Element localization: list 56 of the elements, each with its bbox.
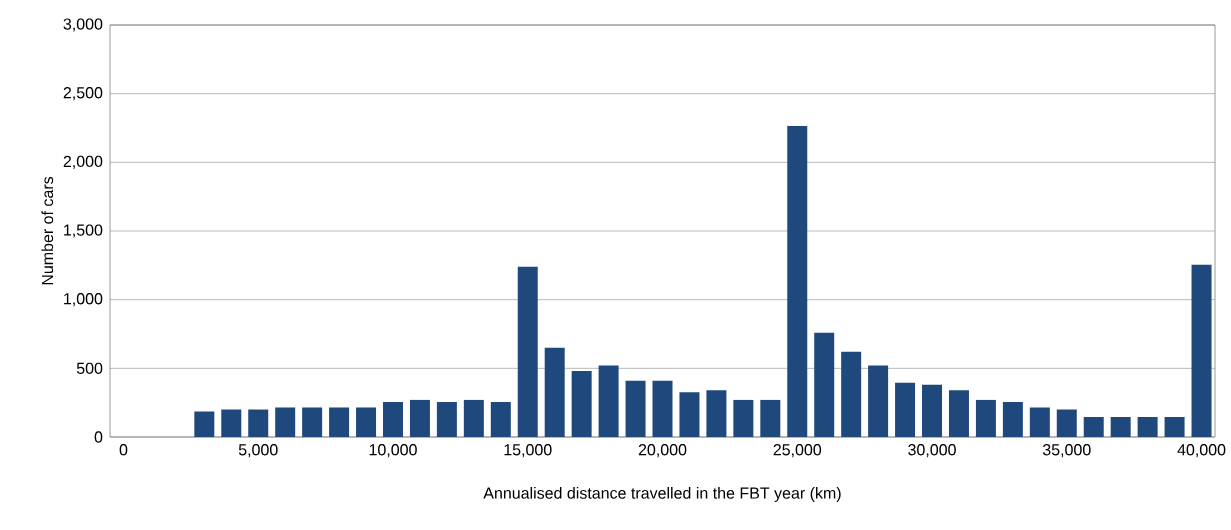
- bar: [787, 125, 808, 437]
- y-tick-label: 3,000: [63, 18, 103, 32]
- bar: [1083, 417, 1104, 437]
- y-tick-label: 2,000: [63, 155, 103, 169]
- x-tick-label: 35,000: [1042, 444, 1091, 458]
- y-axis-title: Number of cars: [41, 176, 54, 285]
- bar: [841, 351, 862, 437]
- x-tick-label: 15,000: [504, 444, 552, 458]
- bar: [248, 409, 269, 437]
- bar: [1110, 417, 1131, 437]
- bar: [652, 380, 673, 437]
- bar: [517, 266, 538, 437]
- x-axis-title: Annualised distance travelled in the FBT year (km): [483, 487, 841, 502]
- bar: [382, 401, 403, 437]
- bar: [302, 407, 323, 437]
- bar: [625, 380, 646, 437]
- bar: [733, 399, 754, 437]
- bar: [1164, 417, 1185, 437]
- y-tick-label: 0: [94, 431, 103, 443]
- bar: [571, 371, 592, 437]
- bar: [1191, 264, 1212, 437]
- bar: [975, 399, 996, 437]
- y-tick-label: 500: [76, 362, 103, 374]
- y-tick-label: 1,000: [64, 293, 103, 307]
- bar: [1029, 407, 1050, 437]
- y-tick-label: 2,500: [63, 87, 103, 101]
- bar: [329, 407, 350, 437]
- bar: [868, 365, 889, 437]
- bar: [922, 384, 943, 437]
- bar: [706, 390, 727, 437]
- x-tick-label: 40,000: [1177, 444, 1226, 458]
- bar: [948, 390, 969, 437]
- x-tick-label: 20,000: [638, 444, 687, 458]
- x-tick-label: 5,000: [238, 444, 278, 458]
- bar: [760, 399, 781, 437]
- x-tick-label: 30,000: [908, 444, 956, 458]
- bar: [598, 365, 619, 437]
- bar: [1002, 401, 1023, 437]
- bar: [895, 382, 916, 437]
- bar: [1056, 409, 1077, 437]
- bar: [409, 399, 430, 437]
- bar: [221, 409, 242, 437]
- bar: [814, 332, 835, 437]
- x-tick-label: 0: [119, 444, 128, 456]
- x-tick-label: 25,000: [773, 444, 822, 458]
- x-tick-label: 10,000: [369, 444, 417, 458]
- bar: [544, 347, 565, 437]
- bar: [275, 407, 296, 437]
- bar: [436, 401, 457, 437]
- bar: [463, 399, 484, 437]
- bar: [679, 392, 700, 437]
- bar: [1137, 417, 1158, 437]
- bar: [356, 407, 377, 437]
- y-tick-label: 1,500: [64, 224, 103, 238]
- bar: [490, 401, 511, 437]
- bar: [194, 411, 215, 437]
